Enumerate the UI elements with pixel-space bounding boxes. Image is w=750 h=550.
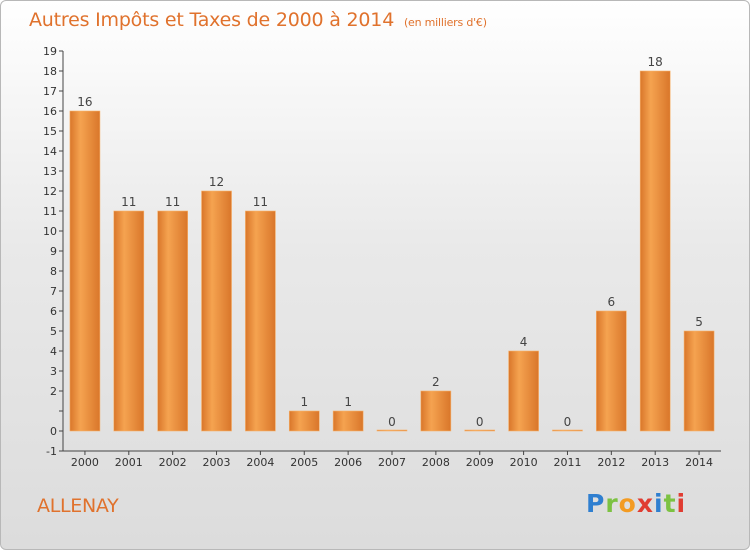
- y-tick-label: 7: [50, 285, 57, 298]
- data-label-2001: 11: [121, 195, 136, 209]
- bar-2008: [420, 390, 452, 432]
- logo-letter: t: [663, 489, 677, 518]
- data-label-2012: 6: [608, 295, 616, 309]
- y-tick-label: 8: [50, 265, 57, 278]
- bar-2000: [69, 110, 101, 432]
- x-tick-label-2007: 2007: [378, 456, 406, 469]
- data-label-2003: 12: [209, 175, 224, 189]
- y-tick-label: 13: [43, 165, 57, 178]
- bar-2011: [552, 429, 583, 432]
- y-tick-label: 19: [43, 45, 57, 58]
- x-tick-label-2005: 2005: [290, 456, 318, 469]
- bar-2006: [332, 410, 364, 432]
- y-tick-label: 10: [43, 225, 57, 238]
- x-tick-label-2002: 2002: [159, 456, 187, 469]
- chart-bars: [69, 70, 715, 432]
- x-tick-label-2001: 2001: [115, 456, 143, 469]
- x-tick-label-2013: 2013: [641, 456, 669, 469]
- bar-2002: [157, 210, 188, 432]
- proxiti-logo: Proxiti: [586, 489, 686, 518]
- data-label-2008: 2: [432, 375, 440, 389]
- logo-letter: P: [586, 489, 606, 518]
- y-tick-label: 6: [50, 305, 57, 318]
- y-tick-label: 16: [43, 105, 57, 118]
- y-tick-label: 18: [43, 65, 57, 78]
- y-tick-label: 3: [50, 365, 57, 378]
- x-tick-label-2009: 2009: [466, 456, 494, 469]
- x-tick-label-2010: 2010: [510, 456, 538, 469]
- logo-letter: r: [605, 489, 619, 518]
- chart-title: Autres Impôts et Taxes de 2000 à 2014 (e…: [29, 9, 487, 31]
- bar-2003: [201, 190, 232, 432]
- data-label-2004: 11: [253, 195, 268, 209]
- y-tick-label: 17: [43, 85, 57, 98]
- chart-subtitle: (en milliers d'€): [403, 16, 487, 29]
- chart-title-text: Autres Impôts et Taxes de 2000 à 2014: [29, 9, 395, 31]
- logo-letter: i: [676, 489, 687, 518]
- y-tick-label: 12: [43, 185, 57, 198]
- x-tick-label-2004: 2004: [246, 456, 274, 469]
- x-tick-label-2012: 2012: [597, 456, 625, 469]
- commune-name: ALLENAY: [37, 495, 119, 517]
- data-label-2010: 4: [520, 335, 528, 349]
- x-tick-label-2011: 2011: [553, 456, 581, 469]
- x-tick-label-2000: 2000: [71, 456, 99, 469]
- data-label-2002: 11: [165, 195, 180, 209]
- y-tick-label: 9: [50, 245, 57, 258]
- bar-2014: [683, 330, 715, 432]
- bar-2012: [596, 310, 627, 432]
- bar-2009: [464, 429, 496, 432]
- data-label-2007: 0: [388, 415, 396, 429]
- logo-letter: i: [654, 489, 664, 518]
- data-label-2013: 18: [648, 55, 663, 69]
- x-tick-label-2003: 2003: [203, 456, 231, 469]
- y-tick-label: 4: [50, 345, 57, 358]
- x-tick-label-2006: 2006: [334, 456, 362, 469]
- y-tick-label: 0: [50, 425, 57, 438]
- bar-2001: [113, 210, 145, 432]
- data-label-2000: 16: [77, 95, 92, 109]
- bar-2010: [508, 350, 539, 432]
- y-tick-label: 5: [50, 325, 57, 338]
- y-tick-label: 14: [43, 145, 57, 158]
- y-tick-label: 2: [50, 385, 57, 398]
- y-tick-label: -1: [46, 445, 57, 458]
- y-tick-label: 11: [43, 205, 57, 218]
- bar-2013: [639, 70, 671, 432]
- logo-letter: x: [636, 489, 654, 518]
- data-label-2014: 5: [695, 315, 703, 329]
- x-tick-label-2008: 2008: [422, 456, 450, 469]
- logo-letter: o: [618, 489, 637, 518]
- bar-2007: [376, 429, 408, 432]
- data-label-2005: 1: [300, 395, 308, 409]
- data-label-2009: 0: [476, 415, 484, 429]
- data-label-2006: 1: [344, 395, 352, 409]
- x-tick-label-2014: 2014: [685, 456, 713, 469]
- bar-2004: [245, 210, 276, 432]
- y-tick-label: 15: [43, 125, 57, 138]
- bar-2005: [288, 410, 320, 432]
- data-label-2011: 0: [564, 415, 572, 429]
